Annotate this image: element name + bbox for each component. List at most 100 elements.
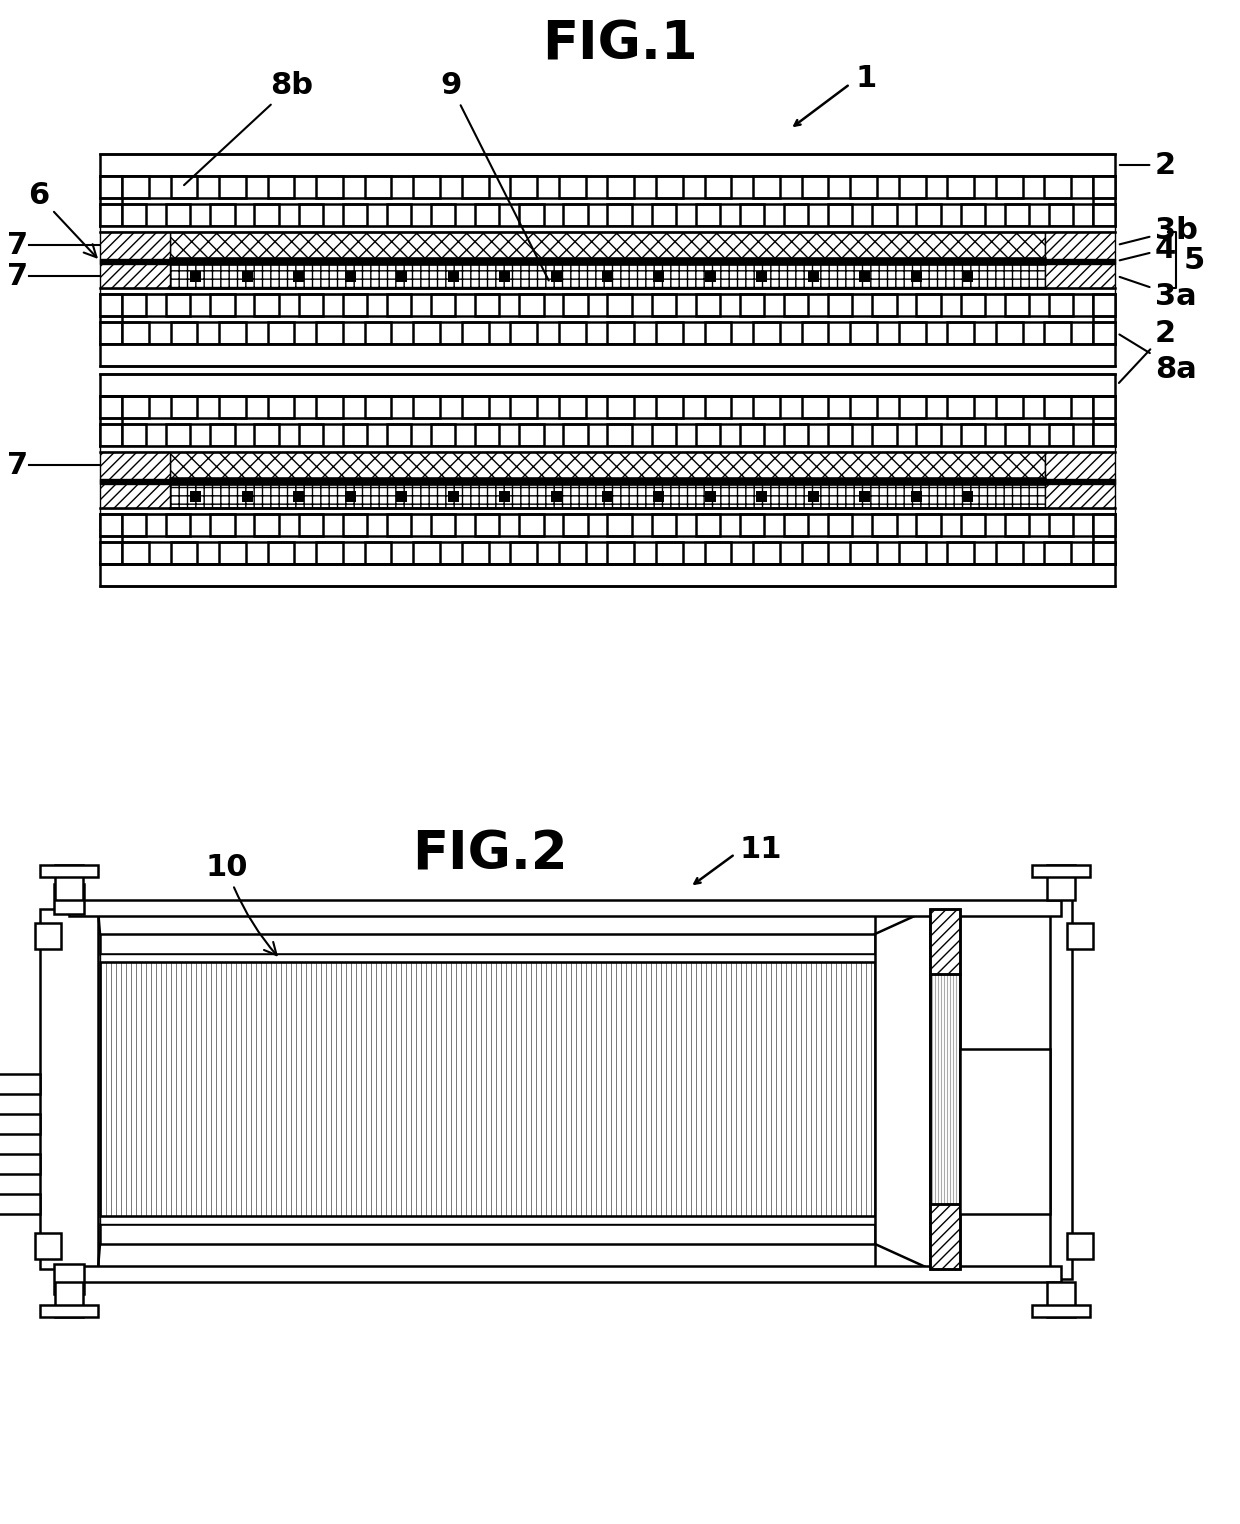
Bar — [511, 175, 537, 198]
Bar — [704, 396, 732, 418]
Bar — [1044, 175, 1071, 198]
Bar — [899, 175, 925, 198]
Bar — [122, 424, 146, 447]
Bar — [899, 543, 925, 564]
Bar — [563, 424, 588, 447]
Bar — [219, 322, 246, 344]
Bar — [100, 954, 875, 962]
Bar — [930, 974, 960, 1204]
Bar — [365, 175, 392, 198]
Bar — [899, 396, 925, 418]
Bar — [696, 424, 720, 447]
Bar — [100, 373, 1115, 396]
Bar — [1004, 514, 1029, 536]
Bar — [961, 514, 985, 536]
Bar — [100, 294, 122, 315]
Bar — [122, 322, 149, 344]
Bar — [432, 514, 455, 536]
Bar — [1045, 453, 1115, 507]
Bar — [802, 175, 828, 198]
Bar — [342, 204, 367, 226]
Bar — [1044, 396, 1071, 418]
Bar — [1045, 232, 1115, 288]
Bar — [413, 396, 440, 418]
Bar — [947, 175, 975, 198]
Bar — [1066, 924, 1092, 949]
Bar — [100, 288, 1115, 294]
Text: 8b: 8b — [184, 72, 312, 184]
Bar — [696, 514, 720, 536]
Bar — [211, 294, 234, 315]
Bar — [1044, 322, 1071, 344]
Bar — [432, 204, 455, 226]
Bar — [996, 396, 1023, 418]
Bar — [962, 491, 973, 501]
Bar — [342, 424, 367, 447]
Bar — [100, 564, 1115, 587]
Bar — [100, 507, 1115, 514]
Bar — [100, 1216, 875, 1224]
Bar — [808, 491, 818, 501]
Bar — [100, 934, 875, 954]
Bar — [559, 543, 585, 564]
Bar — [396, 491, 407, 501]
Bar — [916, 204, 941, 226]
Bar — [171, 175, 197, 198]
Bar — [563, 204, 588, 226]
Bar — [851, 543, 877, 564]
Bar — [740, 294, 764, 315]
Bar — [851, 175, 877, 198]
Text: 5: 5 — [1184, 245, 1205, 274]
Bar — [996, 322, 1023, 344]
Bar — [1004, 204, 1029, 226]
Bar — [100, 154, 1115, 175]
Bar — [100, 514, 122, 536]
Bar — [166, 294, 191, 315]
Bar — [219, 175, 246, 198]
Bar — [656, 543, 683, 564]
Bar — [601, 491, 613, 501]
Bar — [122, 396, 149, 418]
Bar — [268, 322, 294, 344]
Bar — [911, 270, 921, 282]
Bar — [1092, 514, 1115, 536]
Bar — [899, 322, 925, 344]
Bar — [601, 270, 613, 282]
Bar — [653, 270, 665, 282]
Bar — [171, 322, 197, 344]
Bar — [293, 270, 304, 282]
Text: 3b: 3b — [1120, 215, 1198, 244]
Bar — [960, 1049, 1050, 1215]
Bar — [706, 270, 715, 282]
Bar — [520, 204, 543, 226]
Bar — [365, 543, 392, 564]
Bar — [475, 204, 500, 226]
Bar — [100, 226, 1115, 232]
Bar — [100, 543, 122, 564]
Bar — [1004, 294, 1029, 315]
Bar — [211, 204, 234, 226]
Bar — [268, 396, 294, 418]
Bar — [170, 485, 1045, 507]
Bar — [756, 270, 768, 282]
Bar — [930, 908, 960, 974]
Bar — [784, 294, 808, 315]
Bar — [475, 294, 500, 315]
Bar — [1049, 424, 1073, 447]
Bar — [753, 175, 780, 198]
Bar — [396, 270, 407, 282]
Bar — [316, 175, 343, 198]
Text: 10: 10 — [205, 853, 277, 956]
Bar — [1050, 899, 1073, 1279]
Bar — [432, 424, 455, 447]
Bar — [608, 514, 631, 536]
Bar — [828, 204, 852, 226]
Bar — [851, 322, 877, 344]
Bar — [696, 204, 720, 226]
Bar — [704, 543, 732, 564]
Bar — [413, 322, 440, 344]
Bar — [166, 514, 191, 536]
Bar — [254, 514, 279, 536]
Bar — [254, 294, 279, 315]
Bar — [653, 491, 665, 501]
